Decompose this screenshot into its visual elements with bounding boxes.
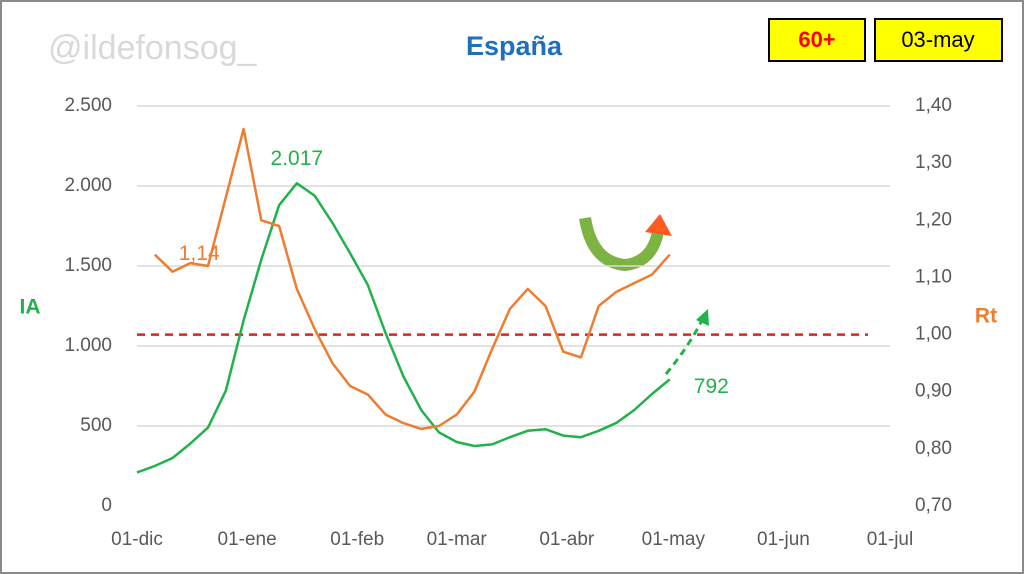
x-tick-label: 01-ene	[218, 529, 277, 550]
y2-tick-label: 0,70	[915, 495, 952, 516]
chart-title: España	[466, 31, 563, 61]
y2-tick-label: 0,90	[915, 381, 952, 402]
trend-arrow	[579, 216, 664, 272]
x-tick-label: 01-jul	[867, 529, 913, 550]
y2-tick-label: 0,80	[915, 438, 952, 459]
y-tick-label: 2.500	[64, 95, 112, 116]
y-tick-label: 1.500	[64, 255, 112, 276]
y-tick-label: 2.000	[64, 175, 112, 196]
badge-box	[768, 18, 866, 62]
y-axis-label: IA	[20, 296, 41, 319]
y2-tick-label: 1,40	[915, 95, 952, 116]
trend-arrow-head	[645, 214, 672, 236]
y-tick-label: 500	[80, 415, 112, 436]
x-tick-label: 01-abr	[539, 529, 595, 550]
data-label: 1,14	[179, 242, 220, 265]
badge-box	[874, 18, 1003, 62]
projection-arrow-head	[696, 309, 709, 326]
projection-arrow	[664, 317, 705, 375]
x-tick-label: 01-dic	[111, 529, 163, 550]
series-line	[136, 182, 671, 474]
data-label: 2.017	[271, 147, 324, 170]
y-tick-label: 0	[101, 495, 112, 516]
watermark: @ildefonsog_	[48, 29, 258, 67]
series-line	[153, 127, 671, 431]
y2-axis-label: Rt	[975, 305, 997, 328]
y2-tick-label: 1,00	[915, 324, 952, 345]
y2-tick-label: 1,30	[915, 152, 952, 173]
data-label: 792	[694, 375, 729, 398]
y-tick-label: 1.000	[64, 335, 112, 356]
x-tick-label: 01-jun	[757, 529, 810, 550]
badge: 60+	[798, 27, 835, 52]
x-tick-label: 01-mar	[427, 529, 488, 550]
y2-tick-label: 1,20	[915, 209, 952, 230]
x-tick-label: 01-feb	[330, 529, 384, 550]
y2-tick-label: 1,10	[915, 266, 952, 287]
x-tick-label: 01-may	[642, 529, 706, 550]
badge: 03-may	[901, 27, 974, 52]
